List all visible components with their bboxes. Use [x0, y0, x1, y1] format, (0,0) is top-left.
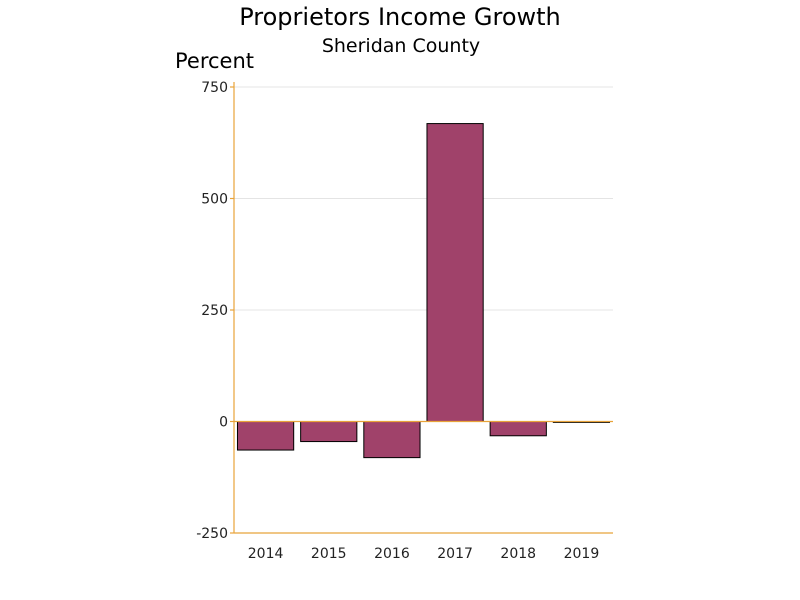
bars [236, 123, 611, 459]
y-tick-label-0: -250 [196, 526, 228, 542]
bar-2014 [236, 421, 295, 451]
x-tick-labels: 2014 2015 2016 2017 2018 2019 [248, 546, 599, 562]
x-tick-label-2018: 2018 [500, 546, 536, 562]
x-tick-label-2017: 2017 [437, 546, 473, 562]
bar-2016 [363, 421, 421, 459]
x-tick-label-2014: 2014 [248, 546, 284, 562]
bar-2017 [426, 123, 484, 423]
x-tick-label-2015: 2015 [311, 546, 347, 562]
chart-title: Proprietors Income Growth [239, 3, 561, 31]
x-tick-label-2019: 2019 [564, 546, 600, 562]
y-axis-label: Percent [175, 49, 254, 73]
bar-2015 [300, 421, 358, 443]
y-tick-label-4: 750 [201, 80, 228, 96]
axes [233, 82, 613, 534]
y-tick-labels: -250 0 250 500 750 [196, 80, 234, 542]
x-tick-label-2016: 2016 [374, 546, 410, 562]
y-tick-label-3: 500 [201, 192, 228, 208]
y-tick-label-2: 250 [201, 303, 228, 319]
y-tick-label-1: 0 [219, 415, 228, 431]
grid-lines [234, 86, 613, 311]
chart-subtitle: Sheridan County [322, 35, 480, 57]
bar-2018 [489, 421, 547, 437]
